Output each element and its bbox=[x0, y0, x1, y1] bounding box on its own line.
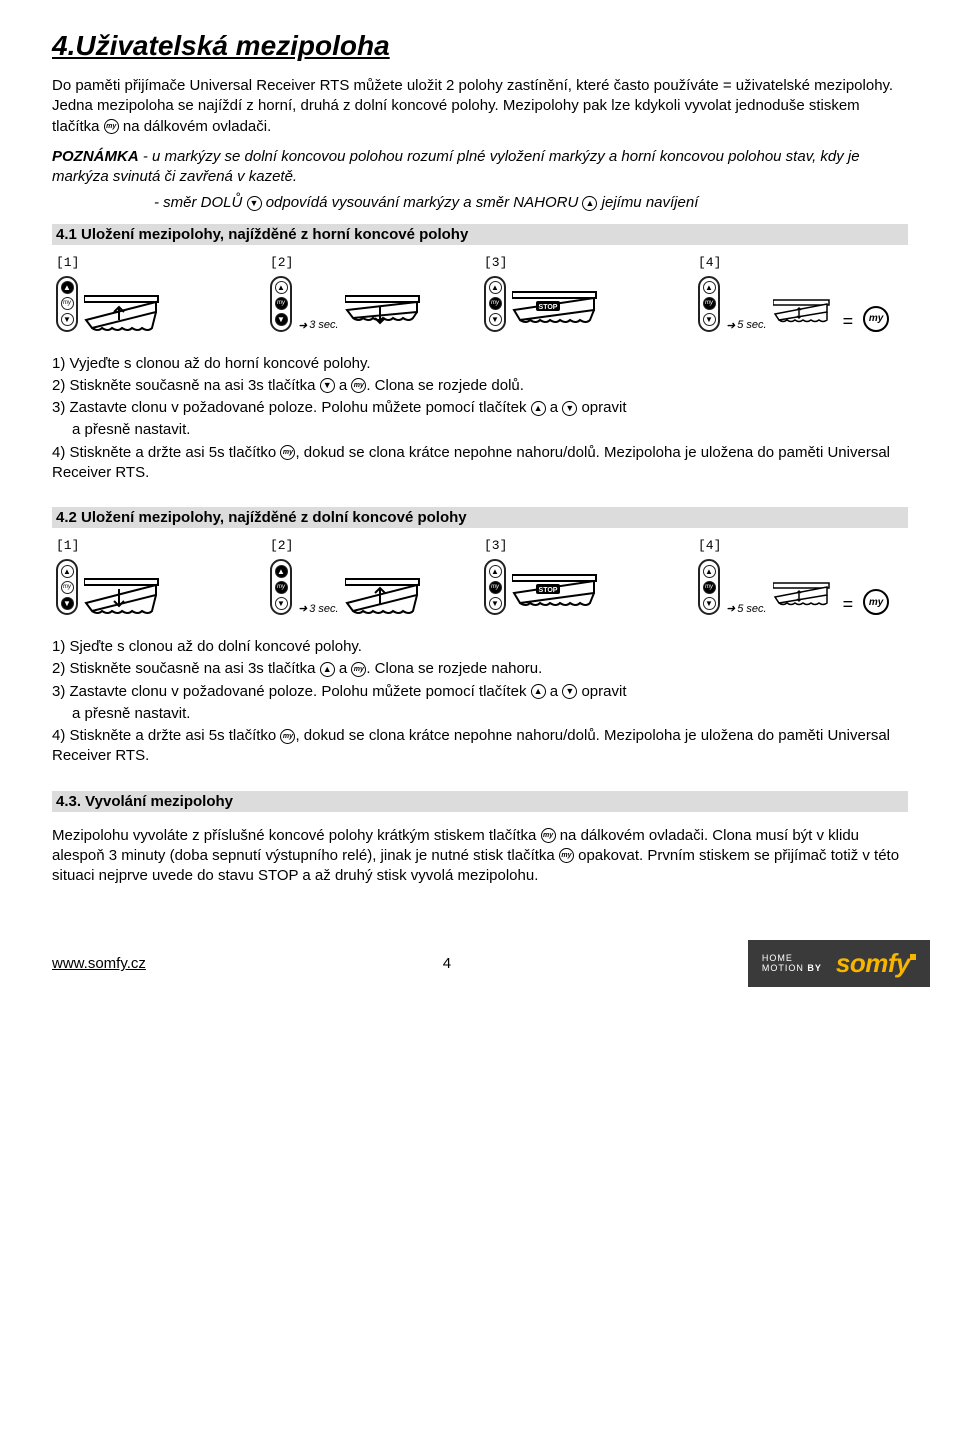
panel-num: [2] bbox=[270, 255, 476, 270]
panel-num: [2] bbox=[270, 538, 476, 553]
up-icon bbox=[320, 662, 335, 677]
brand-logo: HOME MOTION BY somfy bbox=[748, 940, 930, 987]
remote-icon: ▲my▼ bbox=[56, 276, 78, 332]
my-icon bbox=[280, 445, 295, 460]
awning-icon: STOP bbox=[512, 288, 592, 332]
page-title: 4.Uživatelská mezipoloha bbox=[52, 30, 908, 62]
my-icon bbox=[280, 729, 295, 744]
up-icon bbox=[531, 401, 546, 416]
step-3b: a přesně nastavit. bbox=[52, 704, 908, 724]
my-icon bbox=[104, 119, 119, 134]
instructions-4-1: 1) Vyjeďte s clonou až do horní koncové … bbox=[52, 354, 908, 484]
home-motion-label: HOME MOTION BY bbox=[762, 954, 822, 974]
down-icon bbox=[320, 378, 335, 393]
remote-icon: ▲my▼ bbox=[484, 276, 506, 332]
step-2: 2) Stiskněte současně na asi 3s tlačítka… bbox=[52, 659, 908, 679]
awning-icon bbox=[345, 292, 425, 332]
up-icon bbox=[582, 196, 597, 211]
section-4-1-title: 4.1 Uložení mezipolohy, najížděné z horn… bbox=[52, 224, 908, 245]
step-4: 4) Stiskněte a držte asi 5s tlačítko , d… bbox=[52, 443, 908, 484]
panel-num: [1] bbox=[56, 255, 262, 270]
intro-text-b: na dálkovém ovladači. bbox=[123, 118, 271, 135]
down-icon bbox=[247, 196, 262, 211]
my-icon: my bbox=[863, 306, 889, 332]
remote-icon: ▲my▼ bbox=[484, 559, 506, 615]
down-icon bbox=[562, 684, 577, 699]
note-label: POZNÁMKA bbox=[52, 148, 139, 165]
note-block: POZNÁMKA - u markýzy se dolní koncovou p… bbox=[52, 147, 908, 214]
diagram-4-1: [1] ▲my▼ [2] ▲my▼ bbox=[52, 253, 908, 334]
svg-text:STOP: STOP bbox=[539, 304, 558, 311]
note-line-2c: jejímu navíjení bbox=[602, 194, 699, 211]
my-icon: my bbox=[863, 589, 889, 615]
equals-icon: = bbox=[839, 311, 858, 332]
panel-num: [4] bbox=[698, 538, 904, 553]
awning-icon bbox=[345, 575, 425, 615]
note-line-2b: odpovídá vysouvání markýzy a směr NAHORU bbox=[266, 194, 583, 211]
duration-note: ➜ 3 sec. bbox=[298, 319, 339, 332]
step-1: 1) Sjeďte s clonou až do dolní koncové p… bbox=[52, 637, 908, 657]
duration-note: ➜ 5 sec. bbox=[726, 602, 767, 615]
footer-url: www.somfy.cz bbox=[52, 955, 146, 972]
note-line-1: - u markýzy se dolní koncovou polohou ro… bbox=[52, 148, 860, 185]
awning-icon bbox=[773, 579, 833, 615]
step-1: 1) Vyjeďte s clonou až do horní koncové … bbox=[52, 354, 908, 374]
my-icon bbox=[351, 662, 366, 677]
step-3: 3) Zastavte clonu v požadované poloze. P… bbox=[52, 682, 908, 702]
remote-icon: ▲my▼ bbox=[270, 276, 292, 332]
section-4-3-title: 4.3. Vyvolání mezipolohy bbox=[52, 791, 908, 812]
footer-page-number: 4 bbox=[387, 955, 507, 972]
my-icon bbox=[559, 848, 574, 863]
panel-num: [3] bbox=[484, 538, 690, 553]
svg-text:STOP: STOP bbox=[539, 587, 558, 594]
duration-note: ➜ 5 sec. bbox=[726, 319, 767, 332]
section-4-3-body: Mezipolohu vyvoláte z příslušné koncové … bbox=[52, 826, 908, 887]
up-icon bbox=[531, 684, 546, 699]
panel-num: [3] bbox=[484, 255, 690, 270]
panel-num: [4] bbox=[698, 255, 904, 270]
awning-icon bbox=[773, 296, 833, 332]
instructions-4-2: 1) Sjeďte s clonou až do dolní koncové p… bbox=[52, 637, 908, 767]
duration-note: ➜ 3 sec. bbox=[298, 602, 339, 615]
diagram-4-2: [1] ▲my▼ [2] ▲my▼ bbox=[52, 536, 908, 617]
my-icon bbox=[351, 378, 366, 393]
step-3: 3) Zastavte clonu v požadované poloze. P… bbox=[52, 398, 908, 418]
page-footer: www.somfy.cz 4 HOME MOTION BY somfy bbox=[0, 932, 960, 995]
equals-icon: = bbox=[839, 594, 858, 615]
remote-icon: ▲my▼ bbox=[698, 559, 720, 615]
remote-icon: ▲my▼ bbox=[56, 559, 78, 615]
awning-icon: STOP bbox=[512, 571, 592, 615]
down-icon bbox=[562, 401, 577, 416]
section-4-2-title: 4.2 Uložení mezipolohy, najížděné z doln… bbox=[52, 507, 908, 528]
my-icon bbox=[541, 828, 556, 843]
remote-icon: ▲my▼ bbox=[698, 276, 720, 332]
intro-paragraph: Do paměti přijímače Universal Receiver R… bbox=[52, 76, 908, 137]
note-line-2a: - směr DOLŮ bbox=[154, 194, 247, 211]
step-4: 4) Stiskněte a držte asi 5s tlačítko , d… bbox=[52, 726, 908, 767]
step-3b: a přesně nastavit. bbox=[52, 420, 908, 440]
awning-icon bbox=[84, 575, 164, 615]
somfy-wordmark: somfy bbox=[836, 948, 916, 979]
panel-num: [1] bbox=[56, 538, 262, 553]
awning-icon bbox=[84, 292, 164, 332]
step-2: 2) Stiskněte současně na asi 3s tlačítka… bbox=[52, 376, 908, 396]
remote-icon: ▲my▼ bbox=[270, 559, 292, 615]
